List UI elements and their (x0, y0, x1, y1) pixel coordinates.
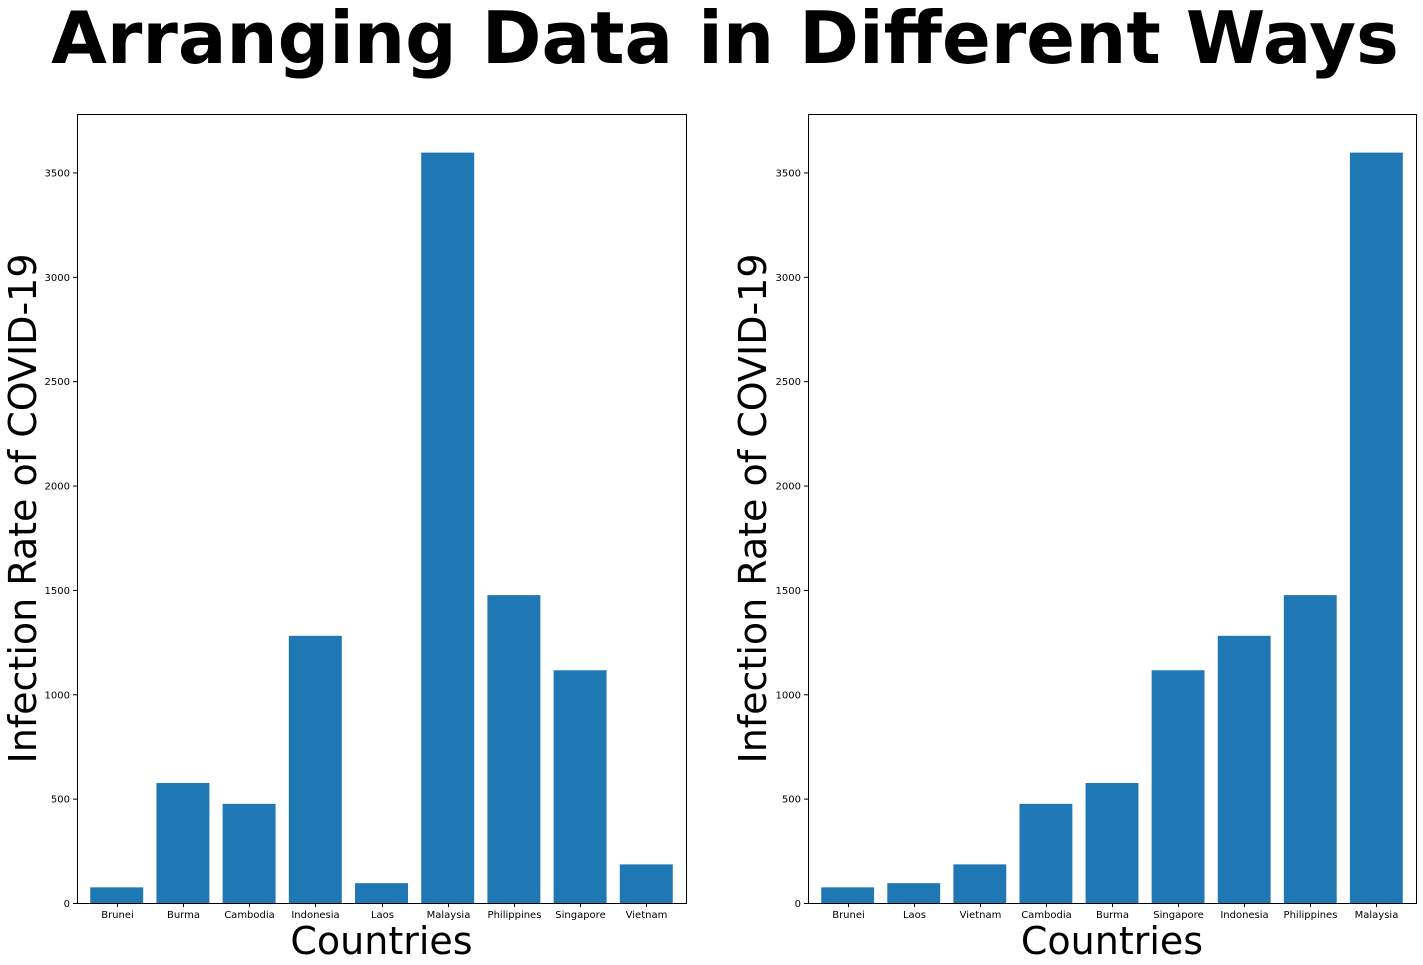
y-tick-label: 2500 (45, 377, 70, 388)
y-tick-label: 3500 (776, 168, 801, 179)
chart-sorted-ascending: 0 500 1000 1500 2000 2500 3000 3500 Brunei Laos Vi… (731, 114, 1417, 963)
bar-malaysia (421, 152, 475, 903)
y-tick-label: 1000 (45, 690, 70, 701)
x-tick-label: Philippines (1284, 910, 1338, 921)
x-tick-label: Cambodia (224, 910, 275, 921)
bar-brunei (821, 887, 875, 903)
bar-indonesia (1217, 635, 1271, 903)
y-tick-label: 3000 (776, 273, 801, 284)
x-tick-label: Burma (167, 910, 200, 921)
bar-indonesia (288, 635, 342, 903)
bar-philippines (487, 595, 541, 903)
x-tick-label: Laos (371, 910, 394, 921)
bar-cambodia (1019, 803, 1073, 903)
y-tick-label: 1500 (776, 586, 801, 597)
y-tick-label: 2000 (776, 482, 801, 493)
chart-original-order: 0 500 1000 1500 2000 2500 3000 3500 Brunei Burma C… (1, 114, 687, 963)
bar-vietnam (953, 864, 1007, 903)
x-tick-label: Burma (1096, 910, 1129, 921)
bar-singapore (1151, 670, 1205, 903)
y-tick-label: 1500 (45, 586, 70, 597)
y-tick-label: 1000 (776, 690, 801, 701)
x-tick-label: Vietnam (960, 910, 1002, 921)
x-tick-label: Vietnam (626, 910, 668, 921)
bar-singapore (553, 670, 607, 903)
bar-cambodia (222, 803, 276, 903)
x-tick-label: Indonesia (1220, 910, 1268, 921)
y-tick-label: 0 (64, 899, 70, 910)
x-tick-label: Malaysia (1355, 910, 1399, 921)
y-tick-label: 3500 (45, 168, 70, 179)
bar-philippines (1283, 595, 1337, 903)
x-tick-label: Malaysia (427, 910, 471, 921)
y-axis-label: Infection Rate of COVID-19 (1, 253, 45, 763)
x-axis-label: Countries (1021, 919, 1203, 963)
x-tick-label: Laos (903, 910, 926, 921)
bar-laos (355, 883, 408, 903)
x-tick-label: Singapore (1153, 910, 1203, 921)
figure-title: Arranging Data in Different Ways (51, 0, 1399, 80)
x-tick-label: Cambodia (1021, 910, 1072, 921)
bar-malaysia (1349, 152, 1403, 903)
y-tick-label: 2500 (776, 377, 801, 388)
x-tick-label: Brunei (832, 910, 865, 921)
x-tick-label: Brunei (101, 910, 134, 921)
bar-brunei (90, 887, 144, 903)
y-tick-label: 3000 (45, 273, 70, 284)
x-tick-label: Indonesia (291, 910, 339, 921)
y-tick-label: 500 (51, 795, 70, 806)
x-tick-label: Singapore (555, 910, 605, 921)
x-axis-label: Countries (290, 919, 472, 963)
bar-burma (156, 782, 210, 903)
y-axis-label: Infection Rate of COVID-19 (731, 253, 775, 763)
y-tick-label: 0 (795, 899, 801, 910)
bar-burma (1085, 782, 1139, 903)
y-tick-label: 2000 (45, 482, 70, 493)
x-tick-label: Philippines (488, 910, 542, 921)
y-tick-label: 500 (782, 795, 801, 806)
bar-vietnam (619, 864, 673, 903)
bar-laos (887, 883, 941, 903)
